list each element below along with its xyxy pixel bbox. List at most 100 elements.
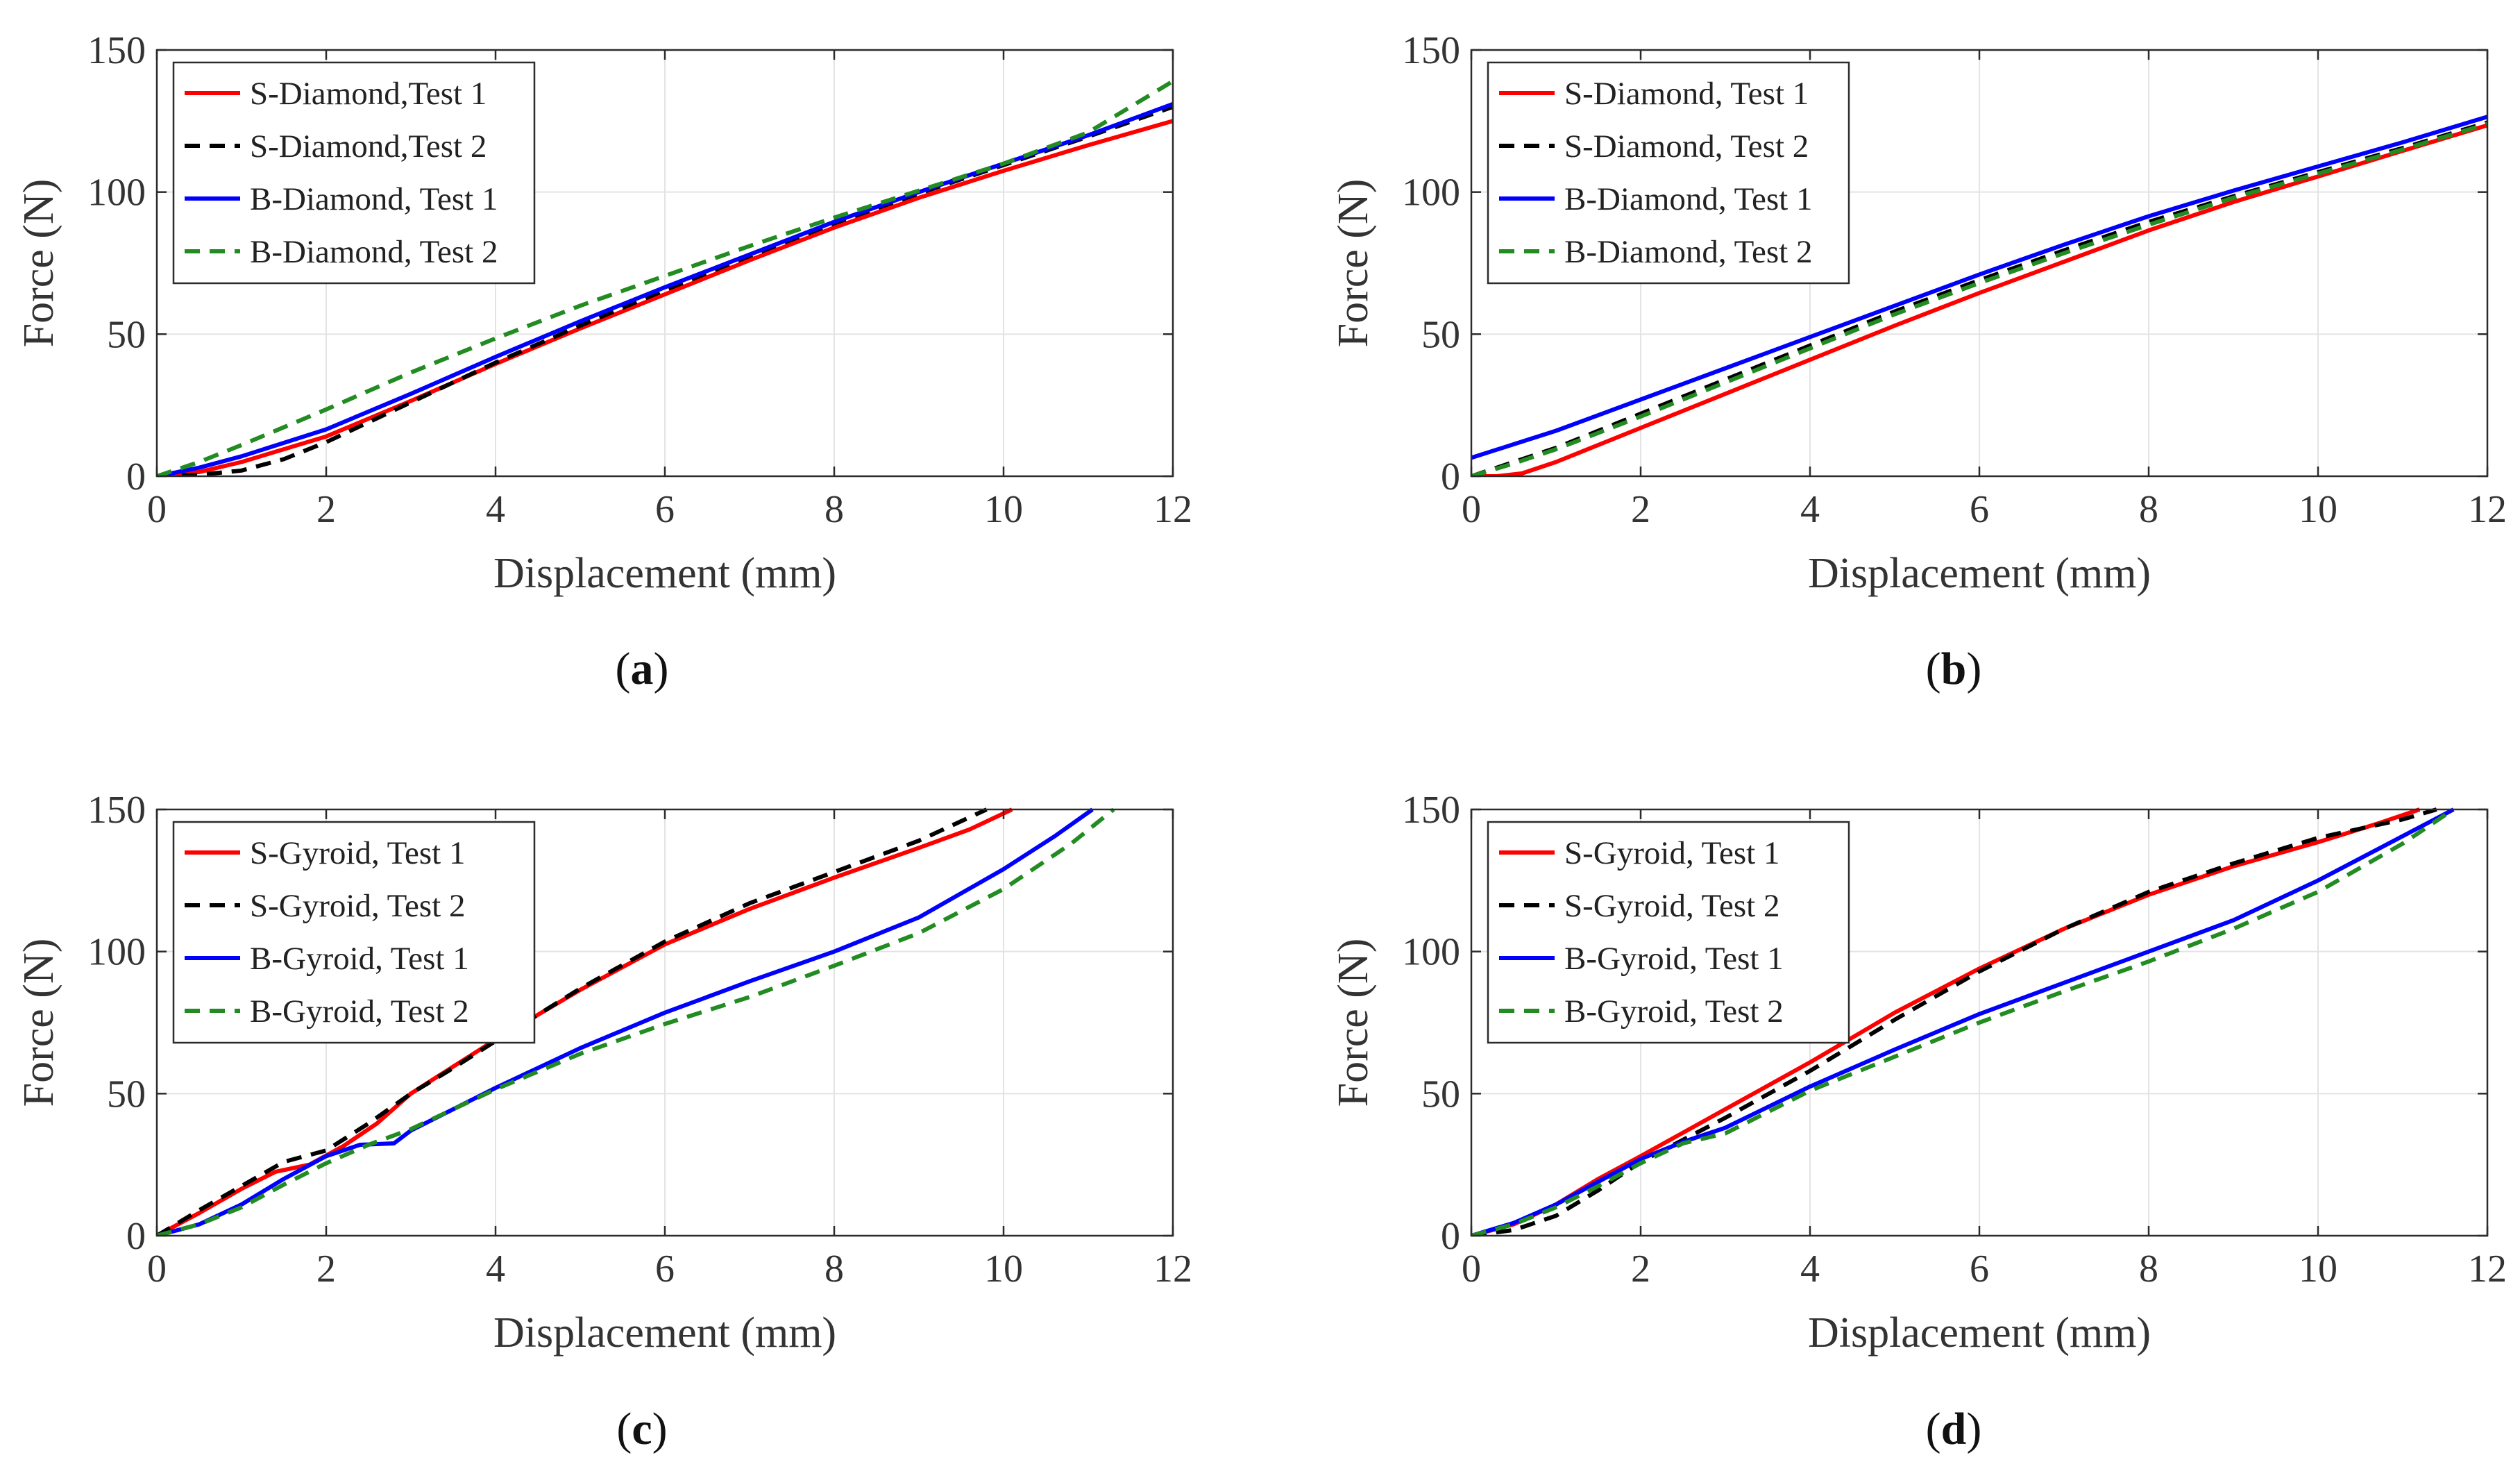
y-axis-label: Force (N)	[1330, 179, 1377, 348]
chart-panel-a: 0 2 4 6 8 10 12 0 50 100 150 Displacement (mm) Force…	[15, 29, 1192, 597]
x-tick-label: 0	[1462, 1248, 1481, 1291]
caption-paren: )	[654, 644, 669, 694]
legend-entry-label: S-Gyroid, Test 2	[250, 888, 465, 924]
legend-entry-label: S-Diamond,Test 2	[250, 128, 487, 165]
y-tick-label: 0	[126, 455, 146, 498]
x-tick-label: 10	[2299, 1248, 2337, 1291]
legend: S-Gyroid, Test 1 S-Gyroid, Test 2 B-Gyroid…	[172, 821, 536, 1044]
series-line-4	[157, 807, 1115, 1236]
caption-paren: (	[616, 1404, 632, 1454]
series-group	[1471, 807, 2455, 1236]
y-tick-label: 50	[107, 313, 146, 356]
legend-entry-label: B-Diamond, Test 1	[250, 181, 498, 217]
y-tick-label: 50	[107, 1073, 146, 1116]
caption-paren: (	[1926, 1404, 1941, 1454]
y-tick-label: 100	[1402, 171, 1460, 215]
series-line-1	[157, 807, 1013, 1236]
series-group	[157, 79, 1173, 476]
caption-d: (d)	[1926, 1404, 1982, 1454]
caption-a: (a)	[616, 644, 669, 694]
caption-paren: )	[1966, 644, 1981, 694]
y-tick-label: 0	[126, 1215, 146, 1258]
series-line-1	[157, 119, 1173, 476]
legend-entry-label: S-Gyroid, Test 1	[1564, 835, 1779, 871]
x-tick-label: 2	[316, 488, 336, 531]
x-tick-label: 4	[486, 488, 505, 531]
y-tick-label: 150	[1402, 789, 1460, 832]
legend-entry-label: B-Gyroid, Test 1	[1564, 941, 1784, 977]
chart-panel-d: 0 2 4 6 8 10 12 0 50 100 150 Displacement (mm) Force…	[1330, 789, 2507, 1357]
y-axis-label: Force (N)	[1330, 939, 1377, 1107]
legend-entry-label: B-Gyroid, Test 2	[250, 993, 469, 1030]
series-line-3	[1471, 807, 2455, 1236]
y-tick-label: 150	[87, 789, 146, 832]
x-tick-label: 0	[147, 1248, 167, 1291]
legend-entry-label: S-Gyroid, Test 2	[1564, 888, 1779, 924]
x-tick-label: 12	[1153, 488, 1192, 531]
x-tick-label: 8	[825, 488, 844, 531]
y-tick-label: 0	[1441, 455, 1460, 498]
caption-letter: a	[631, 644, 654, 694]
caption-paren: (	[1926, 644, 1941, 694]
caption-paren: )	[1966, 1404, 1981, 1454]
legend-entry-label: B-Diamond, Test 1	[1564, 181, 1812, 217]
caption-letter: c	[632, 1404, 652, 1454]
x-tick-label: 0	[1462, 488, 1481, 531]
series-line-2	[157, 807, 988, 1236]
caption-b: (b)	[1926, 644, 1982, 694]
x-tick-label: 4	[1800, 488, 1820, 531]
legend-box	[1487, 61, 1850, 285]
y-tick-label: 100	[1402, 931, 1460, 974]
y-tick-label: 100	[87, 931, 146, 974]
y-axis-label: Force (N)	[15, 939, 62, 1107]
series-line-1	[1471, 123, 2487, 476]
series-line-4	[1471, 121, 2487, 476]
legend-entry-label: B-Diamond, Test 2	[250, 234, 498, 270]
chart-panel-c: 0 2 4 6 8 10 12 0 50 100 150 Displacement (mm) Force…	[15, 789, 1192, 1357]
legend-box	[172, 61, 536, 285]
caption-letter: b	[1941, 644, 1967, 694]
series-group	[1471, 115, 2487, 476]
series-line-3	[157, 807, 1094, 1236]
x-tick-label: 6	[1970, 1248, 1989, 1291]
legend-entry-label: S-Gyroid, Test 1	[250, 835, 465, 871]
caption-paren: (	[616, 644, 631, 694]
caption-letter: d	[1941, 1404, 1967, 1454]
x-tick-label: 10	[2299, 488, 2337, 531]
x-tick-label: 10	[984, 488, 1023, 531]
x-tick-label: 2	[316, 1248, 336, 1291]
x-tick-label: 12	[2468, 1248, 2507, 1291]
legend: S-Gyroid, Test 1 S-Gyroid, Test 2 B-Gyroid…	[1487, 821, 1850, 1044]
x-tick-label: 6	[655, 1248, 675, 1291]
legend-entry-label: B-Gyroid, Test 2	[1564, 993, 1784, 1030]
x-tick-label: 0	[147, 488, 167, 531]
legend-entry-label: S-Diamond,Test 1	[250, 76, 487, 112]
x-tick-label: 8	[825, 1248, 844, 1291]
caption-c: (c)	[616, 1404, 667, 1454]
x-tick-label: 8	[2139, 1248, 2158, 1291]
legend-entry-label: S-Diamond, Test 2	[1564, 128, 1809, 165]
y-axis-label: Force (N)	[15, 179, 62, 348]
legend-box	[1487, 821, 1850, 1044]
x-axis-label: Displacement (mm)	[493, 1309, 836, 1357]
legend-box	[172, 821, 536, 1044]
series-line-2	[1471, 807, 2437, 1236]
x-axis-label: Displacement (mm)	[493, 550, 836, 597]
series-line-3	[1471, 115, 2487, 460]
legend-entry-label: B-Diamond, Test 2	[1564, 234, 1812, 270]
series-line-4	[1471, 807, 2455, 1236]
series-group	[157, 807, 1115, 1236]
series-line-4	[157, 79, 1173, 476]
y-tick-label: 50	[1421, 313, 1460, 356]
legend-entry-label: S-Diamond, Test 1	[1564, 76, 1809, 112]
x-tick-label: 2	[1631, 1248, 1650, 1291]
x-tick-label: 12	[2468, 488, 2507, 531]
legend: S-Diamond,Test 1 S-Diamond,Test 2 B-Diamon…	[172, 61, 536, 285]
x-tick-label: 2	[1631, 488, 1650, 531]
y-tick-label: 150	[87, 29, 146, 72]
chart-panel-b: 0 2 4 6 8 10 12 0 50 100 150 Displacement (mm) Force…	[1330, 29, 2507, 597]
y-tick-label: 50	[1421, 1073, 1460, 1116]
x-axis-label: Displacement (mm)	[1808, 1309, 2151, 1357]
y-tick-label: 0	[1441, 1215, 1460, 1258]
